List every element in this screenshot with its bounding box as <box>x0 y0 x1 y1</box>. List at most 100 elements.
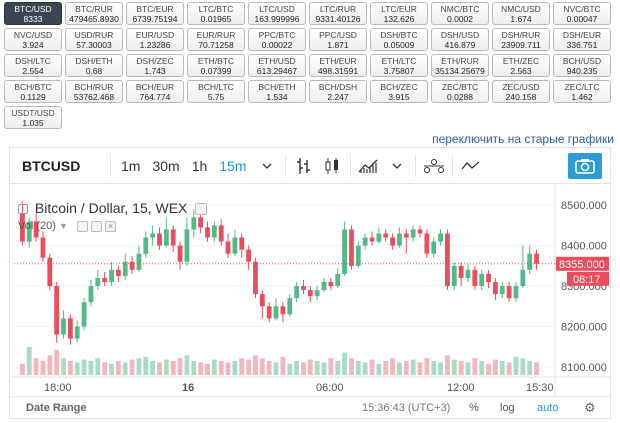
pair-button-bch-zec[interactable]: BCH/ZEC 3.915 <box>370 80 428 103</box>
pair-value: 1.743 <box>144 66 166 76</box>
chevron-down-icon[interactable]: ▼ <box>58 221 68 231</box>
date-range-button[interactable]: Date Range <box>26 401 87 414</box>
pair-button-bch-eur[interactable]: BCH/EUR 764.774 <box>126 80 184 103</box>
pair-button-bch-usd[interactable]: BCH/USD 940.235 <box>553 54 611 77</box>
camera-icon[interactable] <box>568 153 602 179</box>
pair-button-nmc-btc[interactable]: NMC/BTC 0.0002 <box>431 2 489 25</box>
volume-bar <box>232 361 238 375</box>
pair-button-bch-btc[interactable]: BCH/BTC 0.1129 <box>4 80 62 103</box>
volume-bar <box>534 362 539 375</box>
candle-body <box>520 269 526 287</box>
pair-button-ltc-rur[interactable]: LTC/RUR 9331.40126 <box>309 2 367 25</box>
pair-button-eth-ltc[interactable]: ETH/LTC 3.75807 <box>370 54 428 77</box>
settings-icon[interactable] <box>195 203 208 216</box>
pair-name: DSH/RUR <box>501 30 541 40</box>
pair-button-eth-eur[interactable]: ETH/EUR 498.31591 <box>309 54 367 77</box>
pair-button-dsh-zec[interactable]: DSH/ZEC 1.743 <box>126 54 184 77</box>
bar-type-icon[interactable] <box>290 152 318 180</box>
pair-button-dsh-eth[interactable]: DSH/ETH 0.68 <box>65 54 123 77</box>
compare-icon[interactable] <box>420 152 448 180</box>
pair-button-btc-eur[interactable]: BTC/EUR 6739.75194 <box>126 2 184 25</box>
candle-body <box>40 237 46 258</box>
pair-button-eth-usd[interactable]: ETH/USD 613.29467 <box>248 54 306 77</box>
pair-button-nvc-btc[interactable]: NVC/BTC 0.00047 <box>553 2 611 25</box>
volume-bar <box>102 362 108 375</box>
candle-body <box>499 286 505 295</box>
chart-legend: Bitcoin / Dollar, 15, WEX <box>18 200 208 216</box>
candle-body <box>136 253 142 270</box>
pair-button-zec-usd[interactable]: ZEC/USD 240.158 <box>492 80 550 103</box>
timeframe-15m[interactable]: 15m <box>219 157 247 174</box>
pair-button-ppc-btc[interactable]: PPC/BTC 0.00022 <box>248 28 306 51</box>
pair-value: 2.563 <box>510 66 532 76</box>
volume-bar <box>259 358 265 375</box>
chevron-down-icon[interactable] <box>253 152 281 180</box>
pair-button-btc-usd[interactable]: BTC/USD 8333 <box>4 2 62 25</box>
pair-value: 0.00022 <box>261 40 293 50</box>
candle-body <box>61 318 66 335</box>
pair-name: ETH/RUR <box>441 56 479 66</box>
pair-button-eth-btc[interactable]: ETH/BTC 0.07399 <box>187 54 245 77</box>
pair-button-usd-rur[interactable]: USD/RUR 57.30003 <box>65 28 123 51</box>
volume-bar <box>225 362 231 375</box>
pair-name: DSH/ZEC <box>136 56 174 66</box>
pair-button-bch-eth[interactable]: BCH/ETH 1.534 <box>248 80 306 103</box>
pair-button-dsh-btc[interactable]: DSH/BTC 0.05009 <box>370 28 428 51</box>
eye-icon[interactable] <box>76 220 88 232</box>
timeframe-30m[interactable]: 30m <box>152 157 180 174</box>
timeframe-1h[interactable]: 1h <box>191 157 208 174</box>
pair-button-dsh-ltc[interactable]: DSH/LTC 2.554 <box>4 54 62 77</box>
volume-bar <box>26 347 32 375</box>
countdown-label: 08:17 <box>573 274 601 286</box>
pair-button-bch-dsh[interactable]: BCH/DSH 2.247 <box>309 80 367 103</box>
divider <box>349 154 351 177</box>
percent-toggle[interactable]: % <box>469 401 479 414</box>
pair-button-ppc-usd[interactable]: PPC/USD 1.871 <box>309 28 367 51</box>
log-toggle[interactable]: log <box>500 401 515 414</box>
candle-body <box>122 261 128 276</box>
candle-body <box>115 269 121 276</box>
price-chart[interactable]: 8500.0008400.0008300.0008200.0008100.000… <box>10 185 610 398</box>
pair-button-nvc-usd[interactable]: NVC/USD 3.924 <box>4 28 62 51</box>
pair-button-ltc-eur[interactable]: LTC/EUR 132.626 <box>370 2 428 25</box>
candle-body <box>335 273 341 287</box>
pair-name: BCH/ZEC <box>380 82 418 92</box>
pair-name: DSH/LTC <box>15 56 51 66</box>
pair-button-eur-rur[interactable]: EUR/RUR 70.71258 <box>187 28 245 51</box>
pair-button-ltc-btc[interactable]: LTC/BTC 0.01965 <box>187 2 245 25</box>
pair-value: 0.00047 <box>566 14 598 24</box>
volume-bar <box>520 358 526 375</box>
pair-button-zec-btc[interactable]: ZEC/BTC 0.0288 <box>431 80 489 103</box>
settings-icon[interactable] <box>91 220 103 232</box>
pair-button-eur-usd[interactable]: EUR/USD 1.23286 <box>126 28 184 51</box>
volume-bar <box>143 356 149 375</box>
timeframe-1m[interactable]: 1m <box>121 157 141 174</box>
auto-toggle[interactable]: auto <box>537 401 559 414</box>
old-charts-link[interactable]: переключить на старые графики <box>432 132 614 146</box>
volume-bar <box>280 356 286 375</box>
pair-button-zec-ltc[interactable]: ZEC/LTC 1.462 <box>553 80 611 103</box>
indicators-icon[interactable] <box>355 152 383 180</box>
volume-bar <box>47 355 53 375</box>
pair-button-dsh-rur[interactable]: DSH/RUR 23909.711 <box>492 28 550 51</box>
pair-button-ltc-usd[interactable]: LTC/USD 163.999996 <box>248 2 306 25</box>
gear-icon[interactable]: ⚙ <box>584 399 596 415</box>
pair-button-usdt-usd[interactable]: USDT/USD 1.035 <box>4 106 62 129</box>
pair-button-nmc-usd[interactable]: NMC/USD 1.674 <box>492 2 550 25</box>
candle-body <box>246 249 252 262</box>
pair-button-bch-ltc[interactable]: BCH/LTC 5.75 <box>187 80 245 103</box>
pair-button-dsh-usd[interactable]: DSH/USD 416.879 <box>431 28 489 51</box>
pair-button-dsh-eur[interactable]: DSH/EUR 336.751 <box>553 28 611 51</box>
pair-button-eth-zec[interactable]: ETH/ZEC 2.563 <box>492 54 550 77</box>
volume-bar <box>129 359 135 375</box>
pair-button-bch-rur[interactable]: BCH/RUR 53762.468 <box>65 80 123 103</box>
volume-bar <box>403 361 409 375</box>
line-tool-icon[interactable] <box>457 152 485 180</box>
close-icon[interactable]: × <box>105 220 117 232</box>
pair-button-btc-rur[interactable]: BTC/RUR 479465.8930 <box>65 2 123 25</box>
volume-legend: Vol (20) ▼ × <box>18 220 117 232</box>
chevron-down-icon[interactable] <box>383 152 411 180</box>
pair-button-eth-rur[interactable]: ETH/RUR 35134.25679 <box>431 54 489 77</box>
symbol-label[interactable]: BTCUSD <box>22 157 81 174</box>
candles-icon[interactable] <box>318 152 346 180</box>
